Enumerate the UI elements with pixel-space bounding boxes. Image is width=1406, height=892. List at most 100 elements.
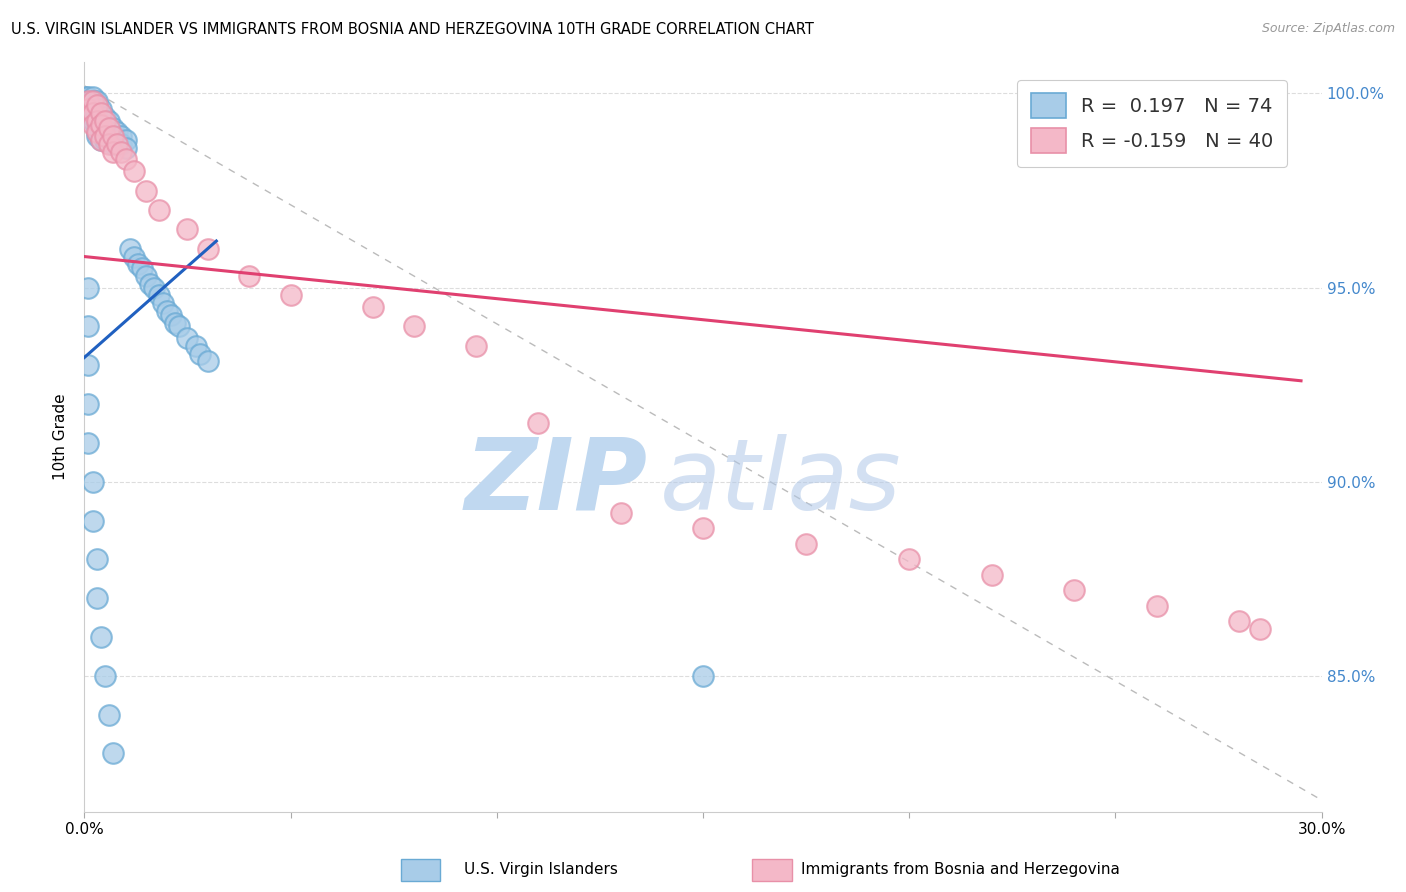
Point — [82, 90, 104, 104]
Point — [131, 261, 153, 276]
Point — [527, 417, 550, 431]
Point — [77, 98, 100, 112]
Point — [1146, 599, 1168, 613]
Point — [86, 129, 108, 144]
Point — [280, 288, 302, 302]
Point — [86, 95, 108, 109]
Point — [1249, 622, 1271, 636]
Point — [83, 102, 105, 116]
Point — [77, 102, 100, 116]
Point — [197, 354, 219, 368]
Point — [77, 95, 100, 109]
Point — [609, 506, 631, 520]
Point — [122, 250, 145, 264]
Point — [94, 110, 117, 124]
Point — [114, 153, 136, 167]
Point — [94, 125, 117, 139]
Y-axis label: 10th Grade: 10th Grade — [53, 393, 69, 481]
Point — [103, 136, 125, 151]
Point — [98, 121, 121, 136]
Point — [82, 514, 104, 528]
Point — [77, 90, 100, 104]
Point — [98, 136, 121, 151]
Point — [77, 102, 100, 116]
Point — [94, 669, 117, 683]
Point — [105, 136, 128, 151]
Point — [94, 133, 117, 147]
Point — [465, 339, 488, 353]
Point — [90, 133, 112, 147]
Point — [114, 141, 136, 155]
Point — [898, 552, 921, 566]
Point — [90, 118, 112, 132]
Point — [86, 110, 108, 124]
Point — [90, 125, 112, 139]
Point — [86, 552, 108, 566]
Point — [77, 95, 100, 109]
Point — [90, 106, 112, 120]
Point — [184, 339, 207, 353]
Point — [75, 90, 97, 104]
Point — [122, 164, 145, 178]
Point — [152, 296, 174, 310]
Point — [94, 118, 117, 132]
Point — [98, 113, 121, 128]
Point — [86, 113, 108, 128]
Text: U.S. Virgin Islanders: U.S. Virgin Islanders — [464, 863, 617, 877]
Point — [692, 521, 714, 535]
Point — [110, 129, 132, 144]
Text: atlas: atlas — [659, 434, 901, 531]
Point — [176, 222, 198, 236]
Text: Source: ZipAtlas.com: Source: ZipAtlas.com — [1261, 22, 1395, 36]
Point — [94, 129, 117, 144]
Point — [103, 129, 125, 144]
Point — [77, 319, 100, 334]
Point — [167, 319, 190, 334]
Point — [361, 300, 384, 314]
Text: U.S. VIRGIN ISLANDER VS IMMIGRANTS FROM BOSNIA AND HERZEGOVINA 10TH GRADE CORREL: U.S. VIRGIN ISLANDER VS IMMIGRANTS FROM … — [11, 22, 814, 37]
Point — [77, 106, 100, 120]
Point — [135, 184, 157, 198]
Text: Immigrants from Bosnia and Herzegovina: Immigrants from Bosnia and Herzegovina — [801, 863, 1121, 877]
Point — [692, 669, 714, 683]
Point — [404, 319, 426, 334]
Text: ZIP: ZIP — [464, 434, 647, 531]
Point — [82, 106, 104, 120]
Point — [86, 113, 108, 128]
Point — [94, 113, 117, 128]
Point — [1227, 615, 1250, 629]
Point — [82, 106, 104, 120]
Point — [103, 129, 125, 144]
Point — [90, 110, 112, 124]
Point — [160, 308, 183, 322]
Point — [90, 102, 112, 116]
Point — [110, 136, 132, 151]
Point — [110, 145, 132, 159]
Point — [794, 537, 817, 551]
Point — [114, 133, 136, 147]
Point — [82, 118, 104, 132]
Point — [98, 121, 121, 136]
Point — [103, 747, 125, 761]
Point — [77, 358, 100, 372]
Point — [143, 280, 166, 294]
Point — [197, 242, 219, 256]
Point — [86, 125, 108, 139]
Point — [103, 121, 125, 136]
Legend: R =  0.197   N = 74, R = -0.159   N = 40: R = 0.197 N = 74, R = -0.159 N = 40 — [1017, 79, 1286, 167]
Point — [98, 707, 121, 722]
Point — [118, 242, 141, 256]
Point — [90, 118, 112, 132]
Point — [77, 280, 100, 294]
Point — [86, 98, 108, 112]
Point — [176, 331, 198, 345]
Point — [188, 346, 211, 360]
Point — [82, 113, 104, 128]
Point — [90, 630, 112, 644]
Point — [105, 133, 128, 147]
Point — [103, 145, 125, 159]
Point — [105, 125, 128, 139]
Point — [86, 591, 108, 606]
Point — [980, 568, 1002, 582]
Point — [165, 316, 187, 330]
